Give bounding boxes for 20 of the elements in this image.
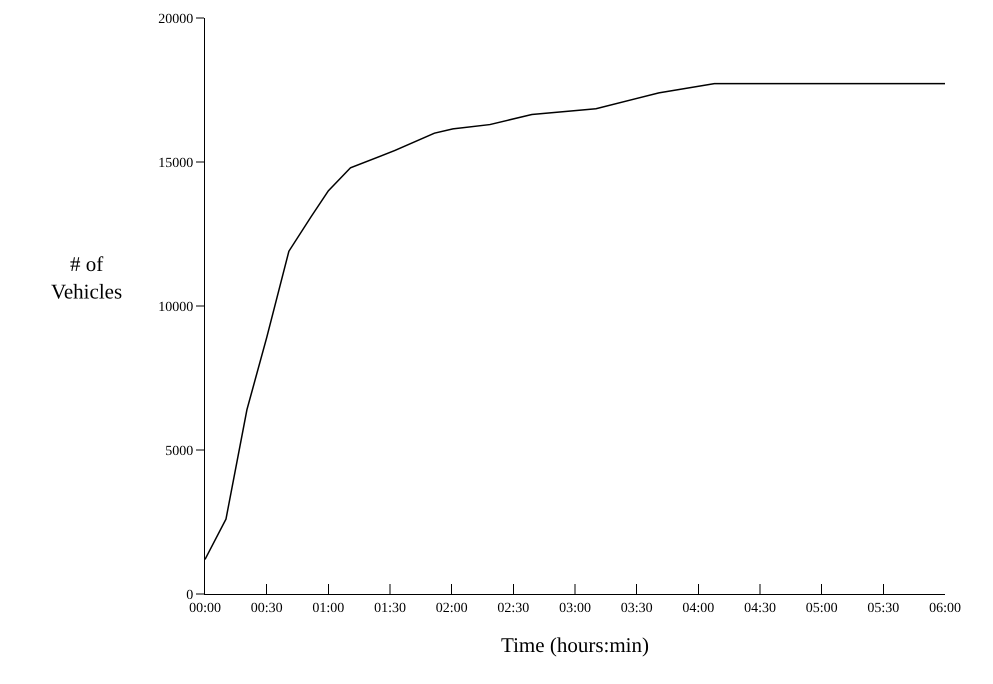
x-tick-label: 00:30 — [250, 600, 283, 616]
x-tick-label: 03:00 — [559, 600, 591, 616]
x-axis-title: Time (hours:min) — [501, 633, 649, 657]
x-tick-label: 02:30 — [497, 600, 530, 616]
x-tick-label: 04:00 — [682, 600, 714, 616]
y-tick-label: 15000 — [158, 156, 194, 171]
y-tick-label: 10000 — [158, 300, 194, 315]
y-tick-label: 5000 — [165, 444, 194, 459]
x-tick-label: 02:00 — [436, 600, 468, 616]
x-tick-label: 01:30 — [374, 600, 406, 616]
x-tick-label: 01:00 — [312, 600, 344, 616]
y-tick-label: 0 — [186, 588, 194, 603]
x-tick-label: 06:00 — [929, 600, 961, 616]
y-tick-label: 20000 — [158, 12, 194, 27]
x-tick-label: 05:00 — [806, 600, 838, 616]
x-tick-label: 00:00 — [189, 600, 221, 616]
y-axis-title: # of Vehicles — [51, 252, 122, 304]
x-tick-label: 03:30 — [620, 600, 653, 616]
x-tick-label: 05:30 — [867, 600, 900, 616]
x-tick-label: 04:30 — [744, 600, 776, 616]
